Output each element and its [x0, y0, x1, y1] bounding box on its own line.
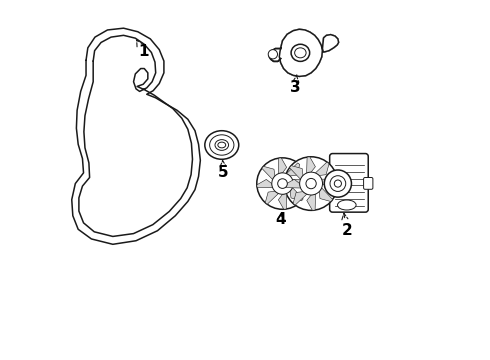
Polygon shape — [279, 29, 339, 76]
Polygon shape — [293, 192, 307, 205]
Polygon shape — [290, 188, 303, 201]
Polygon shape — [290, 166, 303, 179]
Polygon shape — [262, 166, 275, 180]
Polygon shape — [307, 157, 316, 173]
Polygon shape — [287, 163, 300, 176]
Text: 1: 1 — [137, 40, 148, 59]
Circle shape — [257, 158, 308, 209]
Polygon shape — [319, 188, 333, 202]
Polygon shape — [278, 158, 287, 174]
Polygon shape — [321, 179, 338, 188]
Ellipse shape — [338, 200, 356, 210]
Ellipse shape — [291, 44, 310, 62]
Text: 3: 3 — [290, 75, 300, 95]
Text: 2: 2 — [342, 213, 352, 238]
Circle shape — [300, 172, 322, 195]
Circle shape — [324, 170, 351, 197]
Polygon shape — [307, 194, 316, 210]
Text: 5: 5 — [218, 161, 229, 180]
Polygon shape — [265, 191, 278, 204]
Circle shape — [284, 157, 338, 210]
Polygon shape — [257, 179, 272, 188]
Circle shape — [334, 180, 342, 187]
Circle shape — [272, 173, 293, 194]
Circle shape — [268, 50, 277, 59]
FancyBboxPatch shape — [364, 177, 373, 189]
Polygon shape — [316, 162, 329, 175]
Circle shape — [278, 179, 287, 188]
Ellipse shape — [205, 131, 239, 159]
Polygon shape — [293, 179, 308, 188]
Polygon shape — [270, 49, 281, 62]
FancyBboxPatch shape — [330, 154, 368, 212]
Polygon shape — [278, 193, 287, 209]
Text: 4: 4 — [275, 212, 286, 227]
Polygon shape — [284, 179, 300, 188]
Circle shape — [306, 179, 316, 189]
